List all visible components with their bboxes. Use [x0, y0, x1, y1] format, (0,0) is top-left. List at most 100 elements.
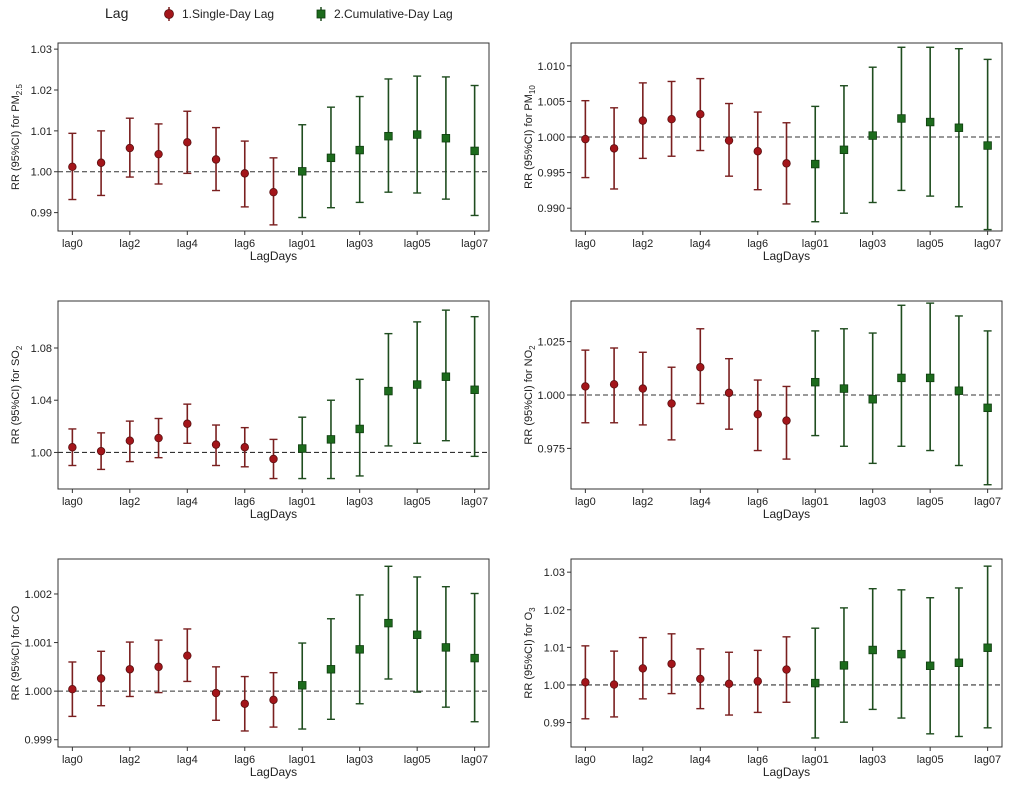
- cumulative-lag-errorbar: [925, 597, 935, 735]
- x-tick-label: lag4: [177, 238, 198, 250]
- cumulative-lag-errorbar: [412, 321, 422, 445]
- cumulative-lag-errorbar: [384, 78, 393, 193]
- x-tick-label: lag0: [575, 754, 596, 766]
- y-axis-title-subscript: 3: [528, 607, 537, 612]
- x-tick-label: lag07: [974, 754, 1001, 766]
- single-lag-errorbar: [269, 157, 278, 226]
- single-lag-errorbar: [68, 661, 77, 718]
- cumulative-lag-point: [384, 131, 393, 141]
- x-tick-label: lag03: [346, 754, 373, 766]
- single-lag-point: [269, 187, 278, 197]
- single-lag-point: [183, 651, 192, 660]
- x-tick-label: lag6: [234, 754, 255, 766]
- single-lag-errorbar: [240, 675, 249, 732]
- single-lag-errorbar: [125, 420, 135, 463]
- single-lag-point: [183, 419, 192, 428]
- cumulative-lag-point: [412, 630, 422, 639]
- x-axis-title: LagDays: [250, 249, 297, 263]
- y-tick-label: 1.01: [31, 126, 52, 138]
- single-lag-errorbar: [609, 107, 619, 190]
- x-axis-title: LagDays: [250, 765, 297, 779]
- single-lag-errorbar: [638, 351, 648, 426]
- legend-cumulative-key: [316, 7, 326, 21]
- single-lag-point: [724, 136, 734, 145]
- y-tick-label: 1.00: [544, 680, 565, 692]
- single-lag-point: [125, 143, 135, 153]
- cumulative-lag-errorbar: [983, 565, 992, 729]
- single-lag-point: [211, 155, 221, 164]
- y-tick-label: 1.002: [24, 589, 52, 601]
- y-axis-title-main: RR (95%CI) for CO: [10, 605, 22, 700]
- single-lag-errorbar: [724, 102, 734, 177]
- y-tick-label: 0.975: [537, 443, 565, 455]
- single-lag-point: [724, 388, 734, 398]
- cumulative-lag-point: [298, 444, 307, 453]
- cumulative-lag-errorbar: [441, 309, 451, 442]
- cumulative-lag-point: [355, 645, 364, 654]
- cumulative-lag-point: [954, 658, 964, 667]
- single-lag-point: [240, 699, 249, 708]
- cumulative-lag-errorbar: [326, 399, 336, 480]
- x-tick-label: lag4: [690, 238, 711, 250]
- cumulative-lag-errorbar: [470, 84, 479, 217]
- chart-panel-no2: 0.975 1.000 1.025 lag0 lag2 lag4 lag6 lag01 lag0…: [523, 300, 1003, 521]
- x-tick-label: lag07: [461, 754, 488, 766]
- x-tick-label: lag2: [632, 496, 653, 508]
- cumulative-lag-errorbar: [897, 46, 906, 192]
- x-tick-label: lag05: [404, 754, 431, 766]
- cumulative-lag-errorbar: [384, 565, 393, 680]
- cumulative-lag-point: [298, 167, 307, 176]
- plot-frame: [57, 558, 490, 748]
- cumulative-lag-point: [441, 643, 451, 652]
- single-lag-errorbar: [609, 650, 619, 718]
- x-tick-label: lag0: [62, 496, 83, 508]
- y-tick-label: 1.005: [537, 96, 565, 108]
- x-tick-label: lag07: [974, 496, 1001, 508]
- cumulative-lag-errorbar: [355, 95, 364, 204]
- y-axis-title: RR (95%CI) for O3: [523, 607, 537, 699]
- single-lag-errorbar: [269, 671, 278, 728]
- cumulative-lag-errorbar: [298, 642, 307, 730]
- single-lag-point: [753, 676, 762, 686]
- x-tick-label: lag05: [404, 238, 431, 250]
- x-tick-label: lag03: [859, 754, 886, 766]
- y-tick-label: 1.08: [31, 343, 52, 355]
- single-lag-errorbar: [183, 628, 192, 683]
- x-tick-label: lag07: [974, 238, 1001, 250]
- chart-panel-co: 0.999 1.000 1.001 1.002 lag0 lag2 lag4 lag6 lag0…: [10, 558, 490, 779]
- cumulative-lag-errorbar: [811, 330, 820, 437]
- cumulative-lag-errorbar: [298, 416, 307, 480]
- cumulative-lag-errorbar: [470, 592, 479, 723]
- single-lag-point: [782, 159, 791, 168]
- single-lag-point: [125, 436, 135, 445]
- single-lag-errorbar: [211, 126, 221, 192]
- y-axis-title-main: RR (95%CI) for NO: [523, 349, 535, 444]
- x-tick-label: lag4: [177, 754, 198, 766]
- single-lag-errorbar: [96, 130, 106, 197]
- cumulative-lag-errorbar: [384, 332, 393, 447]
- y-tick-label: 0.999: [24, 735, 52, 747]
- cumulative-lag-point: [868, 645, 877, 655]
- single-lag-point: [638, 116, 648, 125]
- single-lag-errorbar: [125, 641, 135, 698]
- cumulative-lag-point: [326, 153, 336, 163]
- cumulative-lag-point: [811, 678, 820, 688]
- cumulative-lag-errorbar: [412, 75, 422, 194]
- single-lag-point: [581, 678, 590, 687]
- single-lag-point: [125, 665, 135, 674]
- cumulative-lag-errorbar: [839, 607, 849, 723]
- chart-panel-so2: 1.00 1.04 1.08 lag0 lag2 lag4 lag6 lag01 lag03 la…: [10, 300, 490, 521]
- x-tick-label: lag01: [802, 754, 829, 766]
- y-axis-title-subscript: 2.5: [15, 84, 24, 96]
- x-tick-label: lag03: [346, 496, 373, 508]
- x-axis-title: LagDays: [763, 249, 810, 263]
- cumulative-lag-point: [925, 373, 935, 383]
- y-tick-label: 0.99: [544, 718, 565, 730]
- cumulative-lag-point: [925, 661, 935, 670]
- x-tick-label: lag4: [690, 496, 711, 508]
- single-lag-errorbar: [581, 645, 590, 720]
- y-tick-label: 1.025: [537, 337, 565, 349]
- cumulative-lag-errorbar: [355, 378, 364, 477]
- cumulative-lag-errorbar: [326, 106, 336, 209]
- single-lag-point: [667, 114, 676, 124]
